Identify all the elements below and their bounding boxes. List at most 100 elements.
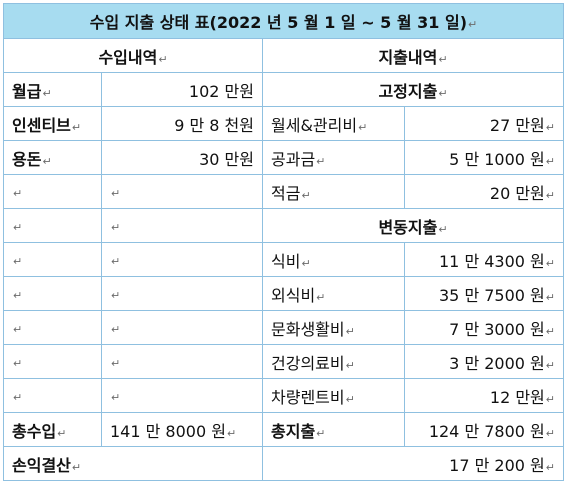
income-label-cell: ↵ bbox=[3, 344, 102, 379]
expense-value-cell: 12 만원↵ bbox=[404, 378, 564, 413]
income-label-cell: ↵ bbox=[3, 242, 102, 277]
paragraph-mark: ↵ bbox=[13, 323, 23, 336]
income-label: 인센티브 bbox=[12, 115, 71, 135]
total-income-value-cell: 141 만 8000 원↵ bbox=[101, 412, 263, 447]
expense-section-cell: 고정지출↵ bbox=[262, 72, 564, 107]
total-income-label: 총수입 bbox=[12, 421, 57, 441]
paragraph-mark: ↵ bbox=[111, 391, 121, 404]
expense-value: 20 만원 bbox=[489, 183, 545, 203]
income-value-cell: 102 만원 bbox=[101, 72, 263, 107]
paragraph-mark: ↵ bbox=[545, 460, 555, 474]
paragraph-mark: ↵ bbox=[438, 52, 448, 66]
income-label-cell: ↵ bbox=[3, 208, 102, 243]
expense-label: 월세&관리비 bbox=[271, 115, 358, 135]
result-label: 손익결산 bbox=[12, 455, 71, 475]
income-value-cell: ↵ bbox=[101, 378, 263, 413]
paragraph-mark: ↵ bbox=[13, 255, 23, 268]
paragraph-mark: ↵ bbox=[111, 357, 121, 370]
expense-value: 5 만 1000 원 bbox=[449, 149, 545, 169]
result-label-cell: 손익결산↵ bbox=[3, 446, 263, 481]
paragraph-mark: ↵ bbox=[545, 324, 555, 338]
paragraph-mark: ↵ bbox=[345, 392, 355, 406]
expense-label: 건강의료비 bbox=[271, 353, 345, 373]
expense-value: 3 만 2000 원 bbox=[449, 353, 545, 373]
paragraph-mark: ↵ bbox=[358, 120, 368, 134]
income-label-cell: ↵ bbox=[3, 174, 102, 209]
income-value: 102 만원 bbox=[188, 81, 254, 101]
paragraph-mark: ↵ bbox=[111, 255, 121, 268]
total-expense-label-cell: 총지출↵ bbox=[262, 412, 405, 447]
paragraph-mark: ↵ bbox=[158, 52, 168, 66]
income-value: 9 만 8 천원 bbox=[174, 115, 254, 135]
table-row: ↵ ↵ 차량렌트비↵ 12 만원↵ bbox=[3, 378, 564, 413]
paragraph-mark: ↵ bbox=[545, 120, 555, 134]
table-row: ↵ ↵ 외식비↵ 35 만 7500 원↵ bbox=[3, 276, 564, 311]
expense-header: 지출내역 bbox=[378, 47, 438, 67]
expense-label-cell: 적금↵ bbox=[262, 174, 405, 209]
income-label: 용돈 bbox=[12, 149, 42, 169]
expense-label-cell: 문화생활비↵ bbox=[262, 310, 405, 345]
paragraph-mark: ↵ bbox=[301, 256, 311, 270]
expense-header-cell: 지출내역↵ bbox=[262, 38, 564, 73]
table-title: 수입 지출 상태 표(2022 년 5 월 1 일 ~ 5 월 31 일) bbox=[89, 13, 468, 32]
paragraph-mark: ↵ bbox=[111, 221, 121, 234]
paragraph-mark: ↵ bbox=[545, 392, 555, 406]
expense-label-cell: 외식비↵ bbox=[262, 276, 405, 311]
expense-value: 27 만원 bbox=[489, 115, 545, 135]
paragraph-mark: ↵ bbox=[545, 358, 555, 372]
table-title-cell: 수입 지출 상태 표(2022 년 5 월 1 일 ~ 5 월 31 일)↵ bbox=[3, 3, 564, 39]
result-value-cell: 17 만 200 원↵ bbox=[262, 446, 564, 481]
paragraph-mark: ↵ bbox=[316, 426, 326, 440]
income-value-cell: ↵ bbox=[101, 344, 263, 379]
paragraph-mark: ↵ bbox=[301, 188, 311, 202]
expense-label-cell: 건강의료비↵ bbox=[262, 344, 405, 379]
expense-section-cell: 변동지출↵ bbox=[262, 208, 564, 243]
income-label-cell: ↵ bbox=[3, 378, 102, 413]
income-label-cell: 월급↵ bbox=[3, 72, 102, 107]
result-row: 손익결산↵ 17 만 200 원↵ bbox=[3, 446, 564, 481]
table-row: ↵ ↵ 문화생활비↵ 7 만 3000 원↵ bbox=[3, 310, 564, 345]
paragraph-mark: ↵ bbox=[13, 187, 23, 200]
income-value-cell: 9 만 8 천원 bbox=[101, 106, 263, 141]
paragraph-mark: ↵ bbox=[316, 154, 326, 168]
table-row: ↵ ↵ 적금↵ 20 만원↵ bbox=[3, 174, 564, 209]
income-header: 수입내역 bbox=[98, 47, 158, 67]
expense-label-cell: 공과금↵ bbox=[262, 140, 405, 175]
expense-value-cell: 27 만원↵ bbox=[404, 106, 564, 141]
total-income-label-cell: 총수입↵ bbox=[3, 412, 102, 447]
paragraph-mark: ↵ bbox=[545, 188, 555, 202]
income-label-cell: 용돈↵ bbox=[3, 140, 102, 175]
paragraph-mark: ↵ bbox=[438, 222, 448, 236]
paragraph-mark: ↵ bbox=[545, 154, 555, 168]
paragraph-mark: ↵ bbox=[42, 154, 52, 168]
table-row: ↵ ↵ 변동지출↵ bbox=[3, 208, 564, 243]
expense-section-label: 고정지출 bbox=[378, 81, 438, 101]
paragraph-mark: ↵ bbox=[57, 426, 67, 440]
income-value-cell: ↵ bbox=[101, 174, 263, 209]
table-row: 용돈↵ 30 만원 공과금↵ 5 만 1000 원↵ bbox=[3, 140, 564, 175]
income-value-cell: 30 만원 bbox=[101, 140, 263, 175]
table-row: ↵ ↵ 식비↵ 11 만 4300 원↵ bbox=[3, 242, 564, 277]
income-value-cell: ↵ bbox=[101, 276, 263, 311]
result-value: 17 만 200 원 bbox=[449, 455, 545, 475]
income-value-cell: ↵ bbox=[101, 208, 263, 243]
expense-value: 11 만 4300 원 bbox=[439, 251, 545, 271]
totals-row: 총수입↵ 141 만 8000 원↵ 총지출↵ 124 만 7800 원↵ bbox=[3, 412, 564, 447]
paragraph-mark: ↵ bbox=[226, 426, 237, 440]
paragraph-mark: ↵ bbox=[111, 187, 121, 200]
section-header-row: 수입내역↵ 지출내역↵ bbox=[3, 38, 564, 73]
paragraph-mark: ↵ bbox=[71, 460, 82, 474]
paragraph-mark: ↵ bbox=[13, 391, 23, 404]
income-value-cell: ↵ bbox=[101, 242, 263, 277]
income-label-cell: ↵ bbox=[3, 276, 102, 311]
paragraph-mark: ↵ bbox=[345, 358, 355, 372]
paragraph-mark: ↵ bbox=[316, 290, 326, 304]
paragraph-mark: ↵ bbox=[13, 357, 23, 370]
paragraph-mark: ↵ bbox=[438, 86, 448, 100]
expense-label: 공과금 bbox=[271, 149, 316, 169]
paragraph-mark: ↵ bbox=[111, 289, 121, 302]
income-label-cell: ↵ bbox=[3, 310, 102, 345]
expense-value: 35 만 7500 원 bbox=[439, 285, 545, 305]
expense-label: 차량렌트비 bbox=[271, 387, 345, 407]
paragraph-mark: ↵ bbox=[545, 426, 555, 440]
